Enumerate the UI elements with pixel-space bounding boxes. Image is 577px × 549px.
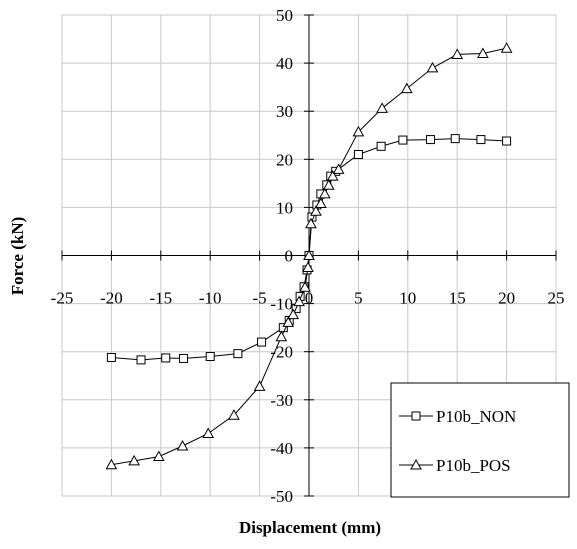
data-point-square (476, 135, 486, 145)
data-point-triangle (176, 439, 189, 451)
data-point-square (205, 352, 215, 362)
data-point-square (233, 349, 243, 359)
y-tick-label: -40 (270, 439, 293, 458)
data-point-square (136, 355, 146, 365)
data-point-triangle (318, 187, 331, 199)
data-point-triangle (310, 205, 322, 216)
data-point-triangle (332, 163, 345, 174)
y-tick-label: -50 (270, 487, 293, 506)
data-point-triangle (500, 42, 513, 53)
data-point-triangle (352, 125, 365, 137)
data-point-triangle (287, 308, 300, 320)
data-point-square (353, 149, 363, 159)
x-tick-label: 5 (354, 289, 363, 308)
y-tick-label: 10 (276, 198, 293, 217)
data-point-square (450, 134, 460, 144)
data-point-square (502, 136, 512, 146)
data-point-square (376, 141, 386, 151)
legend-marker-square (411, 411, 421, 421)
data-point-triangle (376, 102, 388, 113)
y-axis-title: Force (kN) (8, 217, 27, 296)
series-P10b_POS (105, 42, 513, 470)
data-point-triangle (322, 179, 335, 190)
data-point-square (161, 353, 171, 363)
x-tick-label: 25 (548, 289, 565, 308)
y-tick-label: -10 (270, 295, 293, 314)
x-tick-label: 10 (399, 289, 416, 308)
x-tick-label: -15 (149, 289, 172, 308)
data-point-triangle (293, 295, 305, 307)
data-point-triangle (303, 249, 315, 260)
y-tick-label: 40 (276, 54, 293, 73)
legend-item-2: P10b_POS (399, 456, 511, 475)
data-point-square (257, 337, 267, 347)
data-point-triangle (302, 261, 314, 273)
y-tick-label: 0 (285, 247, 294, 266)
data-point-triangle (282, 316, 295, 327)
legend-label-1: P10b_NON (436, 407, 516, 426)
data-point-triangle (400, 82, 413, 94)
y-tick-label: -30 (270, 391, 293, 410)
y-tick-label: 30 (276, 102, 293, 121)
data-point-square (179, 353, 189, 363)
legend-label-2: P10b_POS (436, 456, 511, 475)
data-point-square (426, 135, 436, 145)
legend-item-1: P10b_NON (399, 407, 516, 426)
data-point-triangle (228, 409, 240, 420)
legend-marker-triangle (410, 458, 422, 470)
data-point-triangle (128, 454, 140, 466)
series-line (111, 47, 507, 466)
data-point-square (106, 352, 116, 362)
y-tick-label: -20 (270, 343, 293, 362)
data-point-square (398, 135, 408, 145)
x-tick-label: 15 (449, 289, 466, 308)
data-point-triangle (315, 197, 327, 209)
series (105, 42, 513, 470)
x-tick-label: -5 (253, 289, 267, 308)
axes: -25 -20 -15 -10 -5 0 5 10 15 20 25-50-40-30-20-100… (51, 6, 565, 506)
legend-square-marker (411, 411, 421, 421)
data-point-triangle (426, 61, 439, 73)
data-point-triangle (326, 170, 339, 181)
data-point-triangle (202, 427, 215, 438)
data-point-triangle (299, 281, 311, 292)
legend-box (390, 382, 570, 498)
data-point-triangle (275, 330, 288, 342)
legend: P10b_NON P10b_POS (390, 382, 570, 498)
x-tick-label: -10 (199, 289, 222, 308)
data-point-triangle (152, 450, 165, 462)
legend-triangle-marker (410, 458, 422, 470)
data-point-triangle (253, 380, 266, 391)
y-tick-label: 20 (276, 150, 293, 169)
data-point-triangle (477, 47, 489, 58)
data-point-triangle (105, 458, 118, 470)
x-tick-label: -25 (51, 289, 74, 308)
data-point-triangle (451, 48, 464, 59)
x-tick-label: -20 (100, 289, 123, 308)
y-tick-label: 50 (276, 6, 293, 25)
x-tick-label: 0 (305, 289, 314, 308)
data-point-triangle (305, 217, 317, 229)
x-tick-label: 20 (498, 289, 515, 308)
x-axis-title: Displacement (mm) (239, 518, 381, 537)
